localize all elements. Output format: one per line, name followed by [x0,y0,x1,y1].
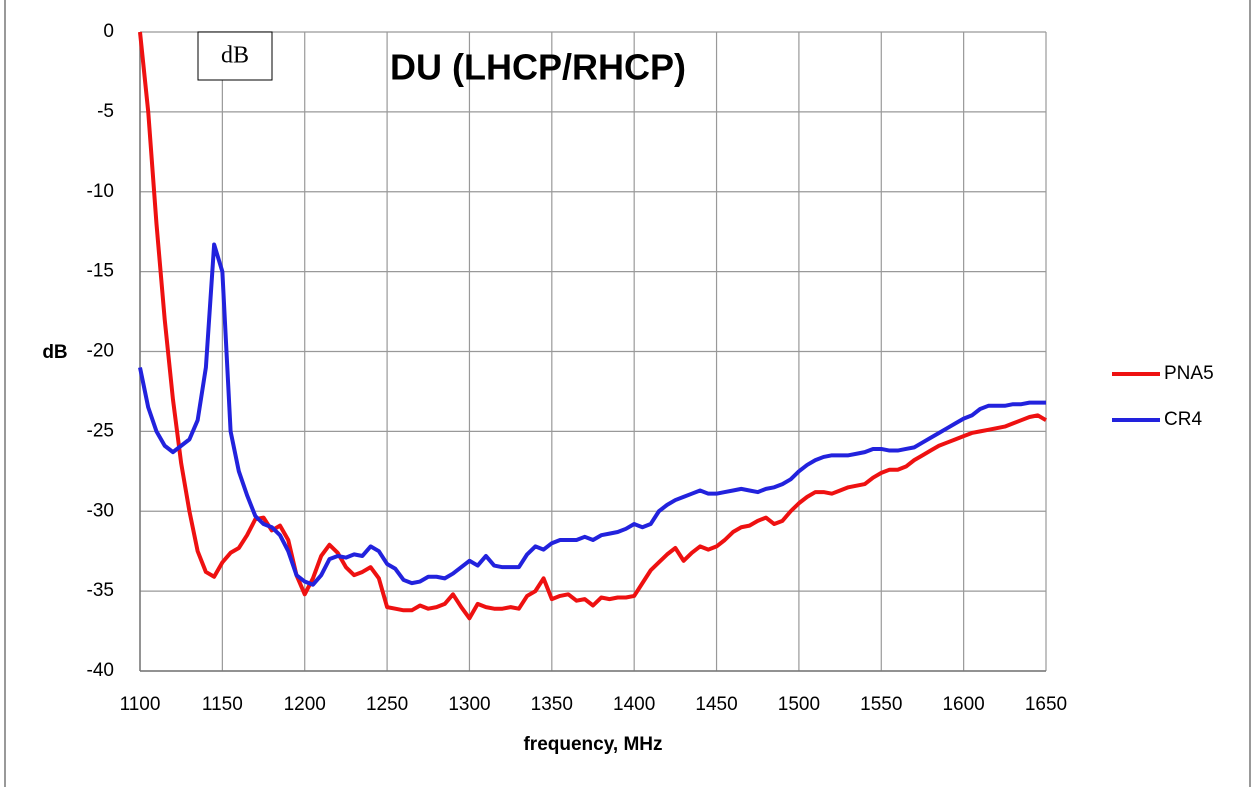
x-tick-label: 1300 [448,694,490,715]
y-tick-label: -15 [87,261,114,282]
x-tick-label: 1350 [531,694,573,715]
y-tick-label: -25 [87,420,114,441]
y-tick-label: -40 [87,660,114,681]
y-tick-label: -30 [87,500,114,521]
chart-title: DU (LHCP/RHCP) [390,47,686,88]
x-tick-label: 1500 [778,694,820,715]
x-tick-label: 1550 [860,694,902,715]
y-tick-label: -35 [87,580,114,601]
data-line [138,242,1046,587]
y-tick-label: -10 [87,181,114,202]
x-tick-label: 1250 [366,694,408,715]
annotation: dB [221,43,249,69]
y-tick-label: -20 [87,341,114,362]
legend-label: PNA5 [1164,363,1214,384]
x-tick-label: 1200 [284,694,326,715]
x-tick-label: 1400 [613,694,655,715]
plot-area [138,31,1048,672]
x-tick-label: 1450 [695,694,737,715]
y-tick-label: 0 [103,21,114,42]
data-line [138,31,1048,621]
x-tick-label: 1650 [1025,694,1067,715]
x-tick-label: 1600 [942,694,984,715]
legend-label: CR4 [1164,409,1202,430]
x-tick-label: 1150 [202,694,243,715]
y-tick-label: -5 [97,101,114,122]
annotation-box [197,31,273,81]
y-axis-label: dB [42,342,67,363]
x-tick-label: 1100 [120,694,161,715]
x-axis-label: frequency, MHz [523,734,662,755]
